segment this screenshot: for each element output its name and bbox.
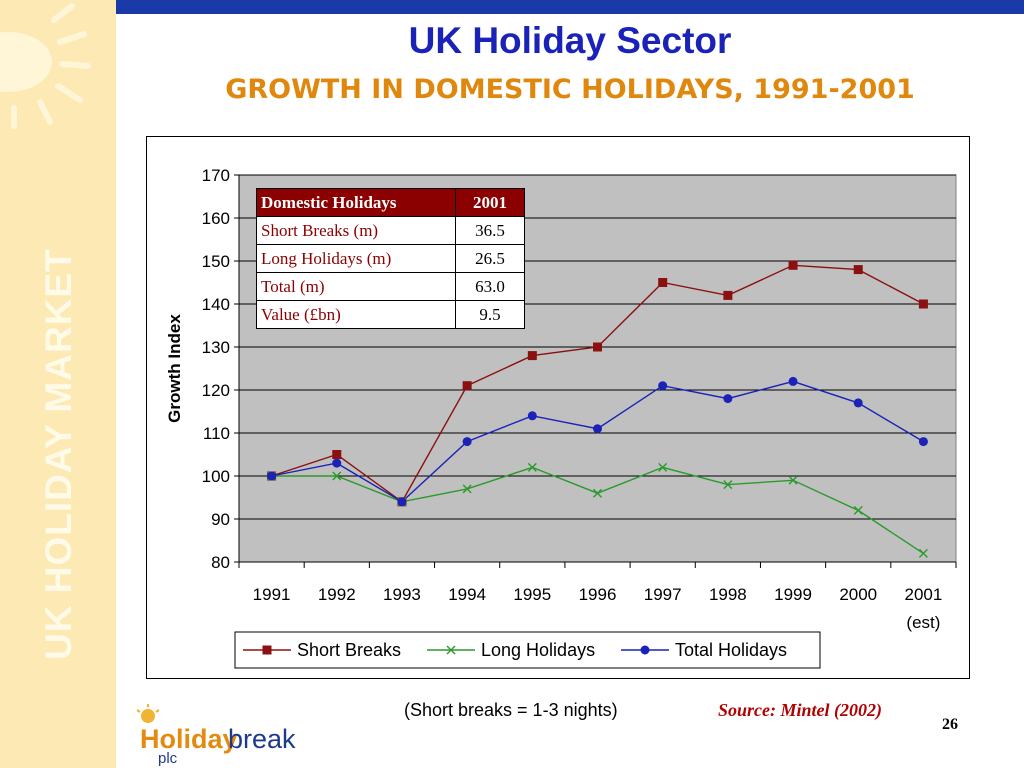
logo-suffix: plc [158, 750, 178, 767]
x-tick-label: 1991 [253, 585, 291, 604]
data-point [262, 645, 272, 655]
x-tick-label: 1993 [383, 585, 421, 604]
data-point [397, 497, 407, 507]
x-tick-label-note: (est) [906, 613, 940, 632]
data-point [640, 645, 650, 655]
data-point [853, 505, 863, 515]
table-header-row: Domestic Holidays 2001 [256, 188, 525, 217]
data-point [462, 437, 472, 447]
x-tick-label: 1994 [448, 585, 486, 604]
table-row-value: 26.5 [455, 244, 525, 273]
table-row-value: 36.5 [455, 216, 525, 245]
x-tick-label: 1998 [709, 585, 747, 604]
table-row-value: 9.5 [455, 300, 525, 329]
data-point [918, 299, 928, 309]
holidaybreak-logo: Holiday break plc [126, 704, 296, 768]
data-point [723, 480, 733, 490]
sidebar-vertical-label: UK HOLIDAY MARKET [38, 248, 79, 660]
table-row-label: Short Breaks (m) [256, 216, 456, 245]
data-point [527, 462, 537, 472]
page-title: UK Holiday Sector [408, 20, 732, 61]
data-point [332, 450, 342, 459]
data-point [446, 645, 456, 655]
top-accent-bar [116, 0, 1024, 14]
y-tick-label: 100 [202, 467, 230, 486]
chart-legend [234, 631, 821, 669]
data-point [853, 265, 863, 275]
x-tick-label: 1999 [774, 585, 812, 604]
table-row-label: Total (m) [256, 272, 456, 301]
y-tick-label: 120 [202, 381, 230, 400]
data-point [527, 351, 537, 361]
logo-sun-icon [136, 704, 160, 723]
domestic-holidays-table: Domestic Holidays 2001 Short Breaks (m) … [256, 188, 525, 329]
data-point [918, 548, 928, 558]
x-tick-label: 2001 [904, 585, 942, 604]
table-header-label: Domestic Holidays [256, 188, 456, 217]
data-point [593, 424, 602, 434]
y-tick-label: 80 [211, 553, 230, 572]
x-tick-label: 1997 [644, 585, 682, 604]
data-point [723, 394, 733, 404]
table-row: Long Holidays (m) 26.5 [256, 244, 525, 273]
page-number: 26 [942, 716, 958, 733]
data-point [527, 411, 537, 421]
legend-label: Short Breaks [297, 640, 401, 660]
y-tick-label: 140 [202, 295, 230, 314]
y-tick-label: 90 [211, 510, 230, 529]
data-point [593, 342, 602, 352]
data-point [332, 458, 342, 468]
table-row: Total (m) 63.0 [256, 272, 525, 301]
table-row-value: 63.0 [455, 272, 525, 301]
data-point [267, 471, 277, 481]
page-subtitle: GROWTH IN DOMESTIC HOLIDAYS, 1991-2001 [225, 74, 915, 105]
data-point [723, 290, 733, 300]
sun-graphic-icon [0, 3, 91, 129]
legend-label: Total Holidays [675, 640, 787, 660]
data-point [788, 475, 798, 485]
x-tick-label: 2000 [839, 585, 877, 604]
table-row: Short Breaks (m) 36.5 [256, 216, 525, 245]
logo-word-holiday: Holiday [140, 724, 238, 754]
table-row: Value (£bn) 9.5 [256, 300, 525, 329]
data-point [788, 260, 798, 270]
y-tick-label: 170 [202, 166, 230, 185]
x-tick-label: 1996 [579, 585, 617, 604]
data-point [462, 484, 472, 494]
sidebar-band [0, 0, 116, 768]
data-point [658, 462, 668, 472]
y-tick-label: 130 [202, 338, 230, 357]
x-tick-label: 1995 [513, 585, 551, 604]
data-point [658, 278, 668, 287]
footnote: (Short breaks = 1-3 nights) [404, 700, 618, 720]
logo-word-break: break [228, 724, 296, 754]
data-point [593, 488, 602, 498]
table-header-year: 2001 [455, 188, 525, 217]
x-tick-label: 1992 [318, 585, 356, 604]
y-tick-label: 110 [203, 424, 230, 443]
y-tick-label: 160 [202, 209, 230, 228]
table-row-label: Long Holidays (m) [256, 244, 456, 273]
table-row-label: Value (£bn) [256, 300, 456, 329]
source-citation: Source: Mintel (2002) [718, 700, 882, 720]
data-point [918, 437, 928, 447]
data-point [462, 381, 472, 391]
y-tick-label: 150 [202, 252, 230, 271]
data-point [853, 398, 863, 408]
data-point [788, 376, 798, 386]
legend-label: Long Holidays [481, 640, 595, 660]
data-point [658, 381, 668, 391]
y-axis-title: Growth Index [165, 314, 184, 423]
data-point [332, 471, 342, 481]
